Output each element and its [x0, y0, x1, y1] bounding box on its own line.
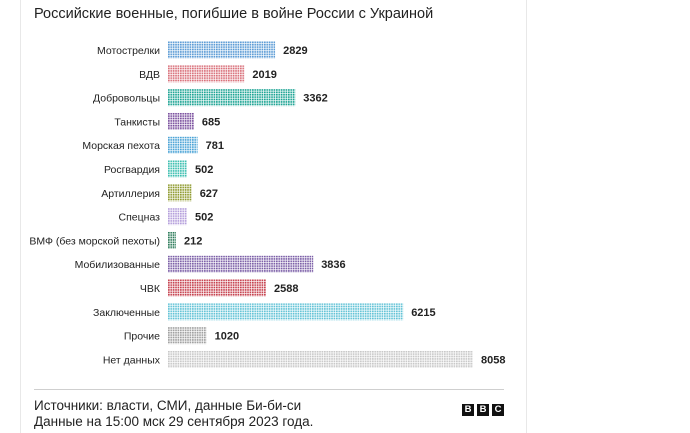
- bar: [168, 89, 296, 107]
- value-label: 2588: [274, 283, 298, 295]
- chart-title: Российские военные, погибшие в войне Рос…: [34, 6, 434, 22]
- category-label: ЧВК: [140, 283, 161, 295]
- category-label: Заключенные: [93, 307, 160, 319]
- value-label: 627: [200, 188, 218, 200]
- bar: [168, 208, 187, 226]
- category-label: ВДВ: [139, 69, 160, 81]
- category-label: Мобилизованные: [75, 259, 161, 271]
- category-label: Спецназ: [119, 212, 161, 224]
- value-label: 502: [195, 212, 213, 224]
- bbc-logo-letter: B: [477, 404, 489, 416]
- footer-divider: [34, 389, 504, 390]
- value-label: 781: [206, 140, 224, 152]
- value-label: 8058: [481, 354, 505, 366]
- bbc-logo-letter: C: [492, 404, 504, 416]
- source-note: Источники: власти, СМИ, данные Би-би-си: [34, 398, 302, 413]
- value-label: 6215: [411, 307, 435, 319]
- bar: [168, 231, 176, 249]
- category-label: Прочие: [124, 331, 160, 343]
- value-label: 3362: [303, 93, 327, 105]
- bar: [168, 303, 404, 321]
- bbc-logo-letter: B: [462, 404, 474, 416]
- value-label: 502: [195, 164, 213, 176]
- bar: [168, 255, 314, 273]
- value-label: 3836: [321, 259, 345, 271]
- value-label: 2019: [252, 69, 276, 81]
- category-label: Росгвардия: [104, 164, 160, 176]
- category-label: ВМФ (без морской пехоты): [29, 235, 160, 247]
- bar: [168, 136, 198, 154]
- bar: [168, 350, 473, 368]
- bar: [168, 160, 187, 178]
- category-label: Танкисты: [114, 116, 160, 128]
- value-label: 1020: [215, 331, 239, 343]
- value-label: 212: [184, 235, 202, 247]
- bbc-logo: B B C: [462, 404, 504, 416]
- value-label: 685: [202, 116, 220, 128]
- category-label: Нет данных: [103, 354, 161, 366]
- bar: [168, 41, 276, 59]
- category-label: Морская пехота: [82, 140, 160, 152]
- bar: [168, 279, 266, 297]
- bar: [168, 112, 194, 130]
- category-label: Добровольцы: [93, 93, 160, 105]
- bar: [168, 65, 245, 83]
- date-note: Данные на 15:00 мск 29 сентября 2023 год…: [34, 414, 314, 429]
- bar: [168, 327, 207, 345]
- category-label: Мотострелки: [97, 45, 160, 57]
- bar: [168, 184, 192, 202]
- value-label: 2829: [283, 45, 307, 57]
- category-label: Артиллерия: [101, 188, 160, 200]
